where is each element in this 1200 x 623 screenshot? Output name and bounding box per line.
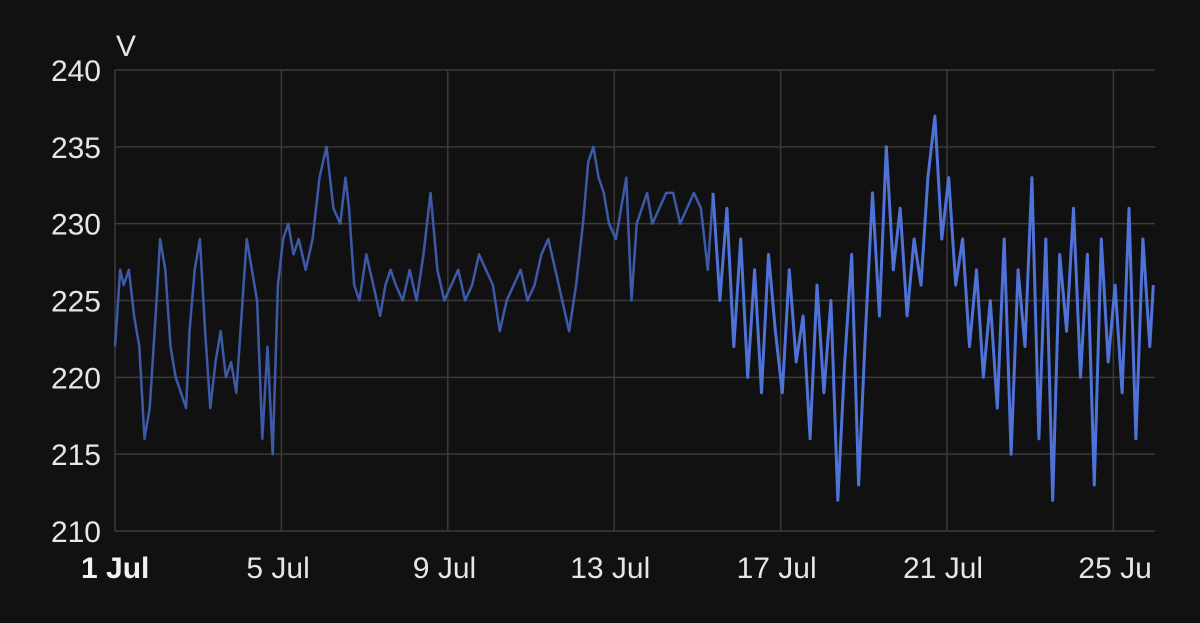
x-axis-ticks: 1 Jul 5 Jul 9 Jul 13 Jul 17 Jul 21 Jul 25 Ju (81, 552, 1152, 585)
series-line-2 (711, 114, 1155, 502)
x-tick-label: 17 Jul (737, 552, 817, 585)
y-tick-label: 225 (51, 286, 101, 319)
x-tick-label: 5 Jul (246, 552, 309, 585)
y-tick-label: 210 (51, 516, 101, 549)
x-tick-label: 9 Jul (413, 552, 476, 585)
y-tick-label: 215 (51, 439, 101, 472)
y-tick-label: 220 (51, 362, 101, 395)
y-tick-label: 240 (51, 55, 101, 88)
y-axis-unit-label: V (116, 30, 136, 63)
x-tick-label: 21 Jul (903, 552, 983, 585)
series-line-1 (113, 145, 715, 456)
grid (114, 69, 1155, 532)
y-tick-label: 230 (51, 209, 101, 242)
x-tick-label: 1 Jul (81, 552, 149, 585)
y-tick-label: 235 (51, 132, 101, 165)
x-tick-label: 13 Jul (570, 552, 650, 585)
series-layer (113, 114, 1155, 502)
x-tick-label: 25 Ju (1078, 552, 1151, 585)
y-axis-ticks: 210 215 220 225 230 235 240 (51, 55, 101, 549)
